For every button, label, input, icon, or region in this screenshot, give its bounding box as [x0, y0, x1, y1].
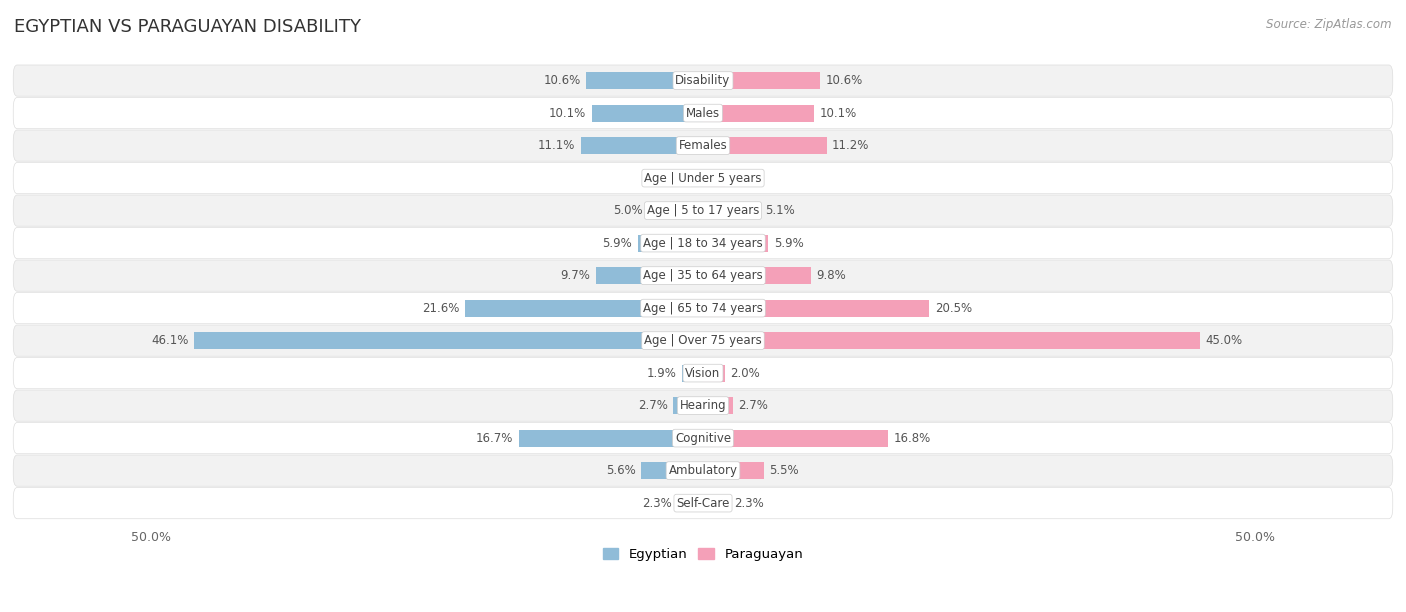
FancyBboxPatch shape: [13, 488, 1393, 519]
Text: 11.1%: 11.1%: [537, 139, 575, 152]
Bar: [519, 430, 703, 447]
Legend: Egyptian, Paraguayan: Egyptian, Paraguayan: [598, 542, 808, 566]
Bar: [703, 234, 768, 252]
Text: Cognitive: Cognitive: [675, 431, 731, 444]
Text: 10.6%: 10.6%: [543, 74, 581, 87]
Bar: [703, 137, 827, 154]
Text: 21.6%: 21.6%: [422, 302, 460, 315]
Text: 2.0%: 2.0%: [731, 171, 761, 185]
Text: Age | 5 to 17 years: Age | 5 to 17 years: [647, 204, 759, 217]
Text: 20.5%: 20.5%: [935, 302, 972, 315]
Bar: [703, 365, 725, 381]
Text: 5.9%: 5.9%: [603, 237, 633, 250]
Text: Ambulatory: Ambulatory: [668, 464, 738, 477]
Text: 10.6%: 10.6%: [825, 74, 863, 87]
Bar: [703, 170, 725, 187]
FancyBboxPatch shape: [13, 455, 1393, 486]
Text: Source: ZipAtlas.com: Source: ZipAtlas.com: [1267, 18, 1392, 31]
Text: Age | Over 75 years: Age | Over 75 years: [644, 334, 762, 347]
Bar: [641, 462, 703, 479]
Text: 5.5%: 5.5%: [769, 464, 799, 477]
Text: 45.0%: 45.0%: [1205, 334, 1243, 347]
FancyBboxPatch shape: [13, 228, 1393, 259]
Bar: [703, 72, 820, 89]
Text: 5.0%: 5.0%: [613, 204, 643, 217]
Text: 2.7%: 2.7%: [738, 399, 768, 412]
FancyBboxPatch shape: [13, 65, 1393, 96]
Text: Males: Males: [686, 106, 720, 119]
Bar: [673, 397, 703, 414]
Text: 16.7%: 16.7%: [475, 431, 513, 444]
FancyBboxPatch shape: [13, 422, 1393, 453]
FancyBboxPatch shape: [13, 390, 1393, 421]
Text: 10.1%: 10.1%: [820, 106, 858, 119]
Bar: [682, 365, 703, 381]
Bar: [703, 494, 728, 512]
Text: EGYPTIAN VS PARAGUAYAN DISABILITY: EGYPTIAN VS PARAGUAYAN DISABILITY: [14, 18, 361, 36]
Bar: [678, 494, 703, 512]
Text: 5.6%: 5.6%: [606, 464, 636, 477]
FancyBboxPatch shape: [13, 260, 1393, 291]
Text: Age | Under 5 years: Age | Under 5 years: [644, 171, 762, 185]
FancyBboxPatch shape: [13, 325, 1393, 356]
Text: Age | 18 to 34 years: Age | 18 to 34 years: [643, 237, 763, 250]
Text: 1.9%: 1.9%: [647, 367, 676, 379]
Text: 11.2%: 11.2%: [832, 139, 869, 152]
Text: Females: Females: [679, 139, 727, 152]
Text: Disability: Disability: [675, 74, 731, 87]
Text: Hearing: Hearing: [679, 399, 727, 412]
Bar: [586, 72, 703, 89]
Text: 9.8%: 9.8%: [817, 269, 846, 282]
Text: 1.1%: 1.1%: [655, 171, 685, 185]
Text: 5.9%: 5.9%: [773, 237, 803, 250]
Text: 46.1%: 46.1%: [152, 334, 188, 347]
Text: 9.7%: 9.7%: [561, 269, 591, 282]
FancyBboxPatch shape: [13, 293, 1393, 324]
FancyBboxPatch shape: [13, 130, 1393, 161]
Bar: [703, 300, 929, 316]
Text: 5.1%: 5.1%: [765, 204, 794, 217]
Text: 2.3%: 2.3%: [734, 496, 763, 510]
Bar: [703, 462, 763, 479]
Bar: [703, 397, 733, 414]
Bar: [703, 332, 1199, 349]
Bar: [690, 170, 703, 187]
Text: 2.7%: 2.7%: [638, 399, 668, 412]
Text: 16.8%: 16.8%: [894, 431, 931, 444]
Text: Age | 35 to 64 years: Age | 35 to 64 years: [643, 269, 763, 282]
Bar: [703, 202, 759, 219]
Bar: [194, 332, 703, 349]
Bar: [592, 105, 703, 122]
Text: Age | 65 to 74 years: Age | 65 to 74 years: [643, 302, 763, 315]
FancyBboxPatch shape: [13, 97, 1393, 129]
Bar: [638, 234, 703, 252]
FancyBboxPatch shape: [13, 357, 1393, 389]
Bar: [581, 137, 703, 154]
Bar: [464, 300, 703, 316]
Bar: [596, 267, 703, 284]
Text: Self-Care: Self-Care: [676, 496, 730, 510]
Text: Vision: Vision: [685, 367, 721, 379]
Text: 2.0%: 2.0%: [731, 367, 761, 379]
Bar: [648, 202, 703, 219]
FancyBboxPatch shape: [13, 195, 1393, 226]
Bar: [703, 267, 811, 284]
FancyBboxPatch shape: [13, 163, 1393, 194]
Bar: [703, 105, 814, 122]
Bar: [703, 430, 889, 447]
Text: 10.1%: 10.1%: [548, 106, 586, 119]
Text: 2.3%: 2.3%: [643, 496, 672, 510]
